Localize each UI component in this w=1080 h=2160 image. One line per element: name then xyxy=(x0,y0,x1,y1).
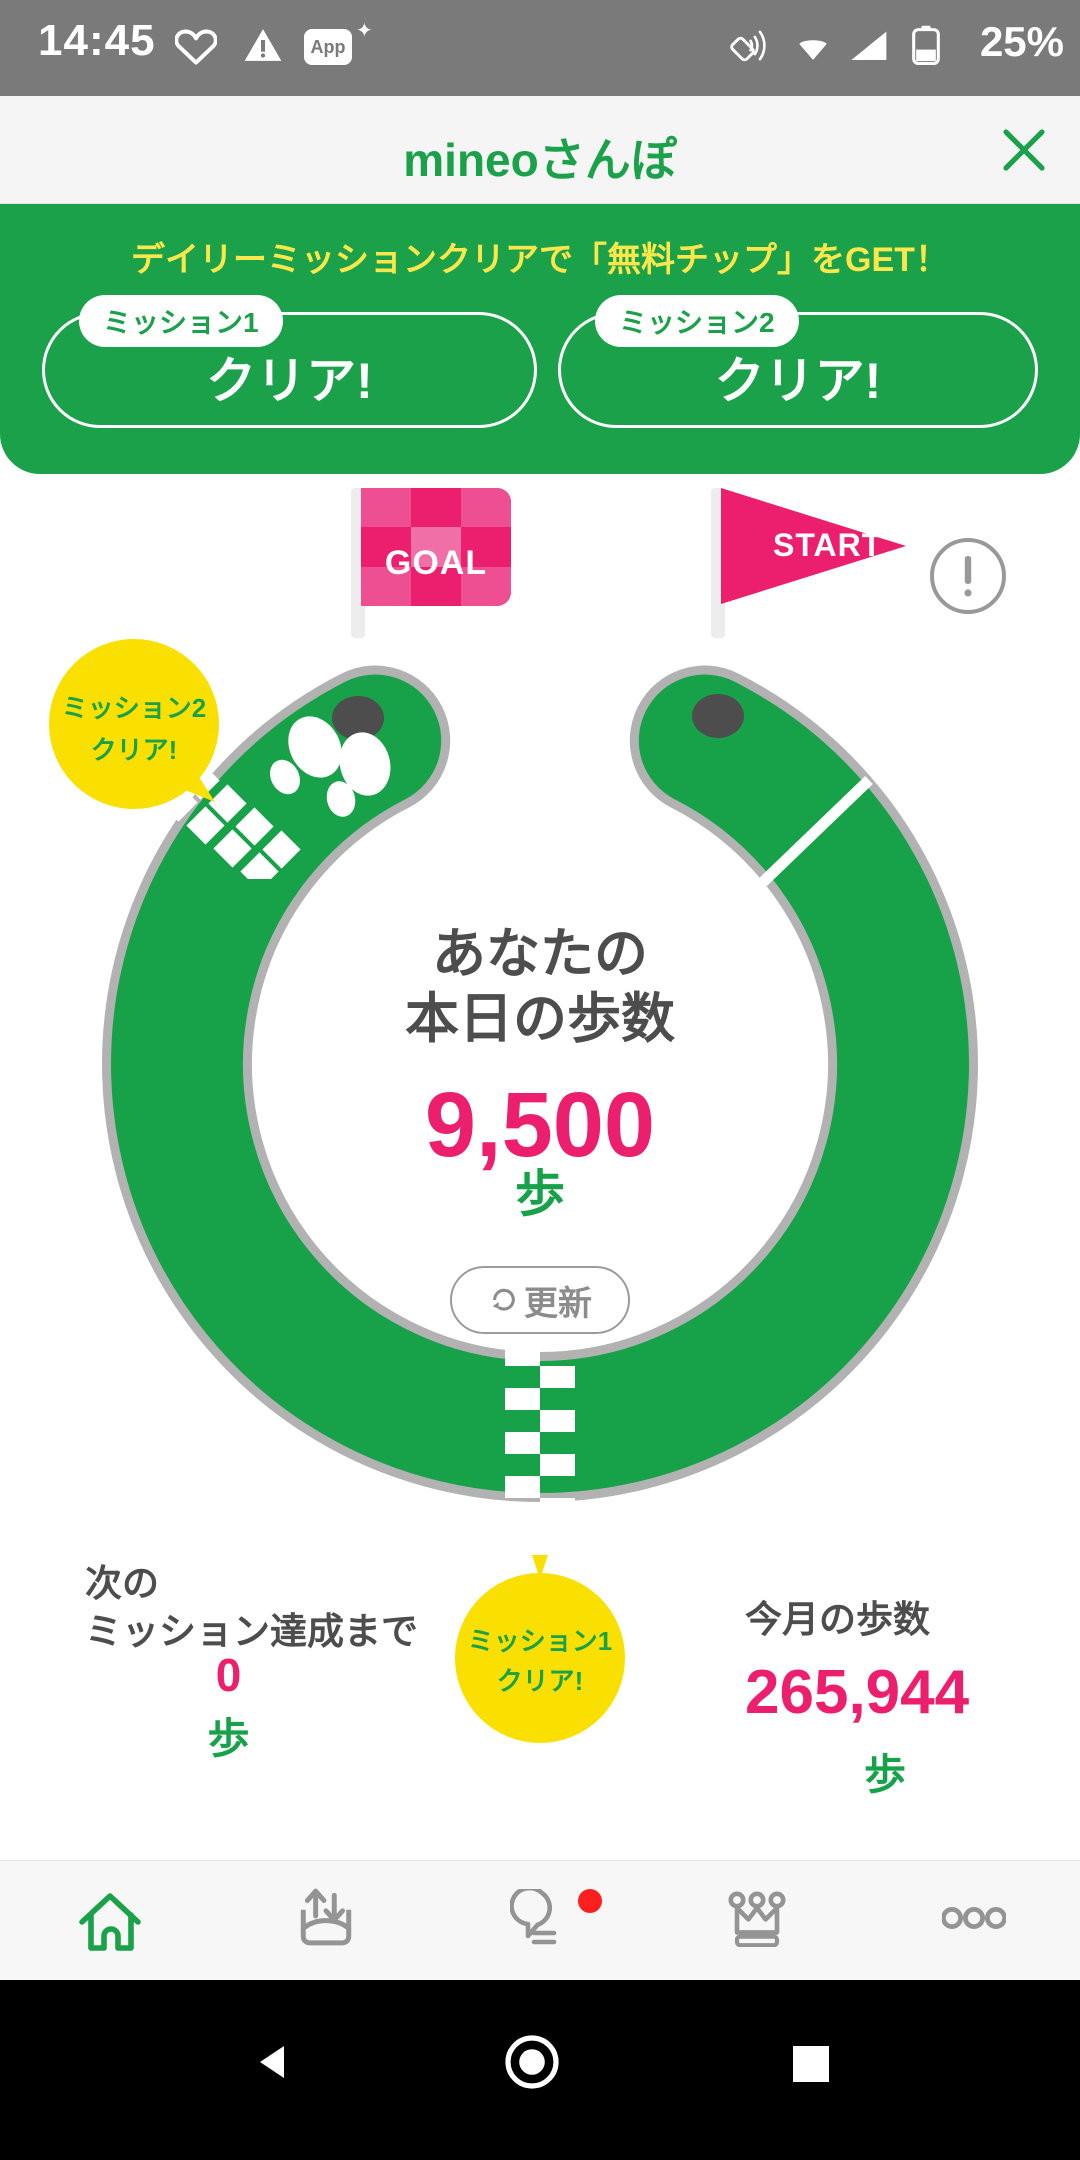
svg-text:クリア!: クリア! xyxy=(497,1666,584,1696)
svg-text:START: START xyxy=(773,527,882,563)
svg-text:ミッション1: ミッション1 xyxy=(468,1626,612,1656)
svg-text:クリア!: クリア! xyxy=(91,735,178,765)
svg-text:ミッション2: ミッション2 xyxy=(62,693,206,723)
